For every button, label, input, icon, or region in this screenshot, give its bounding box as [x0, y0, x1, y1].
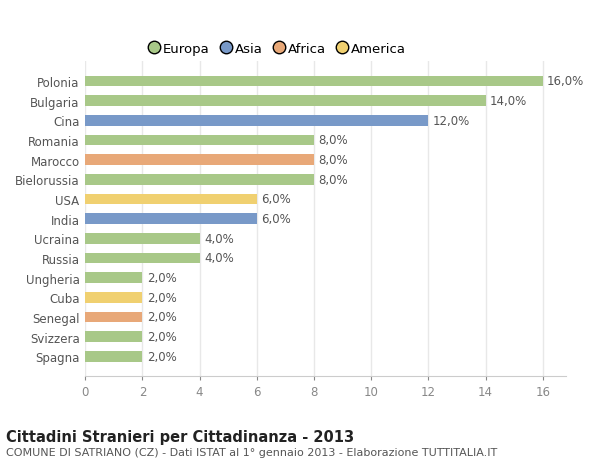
Bar [85, 135, 314, 146]
Text: 14,0%: 14,0% [490, 95, 527, 108]
Text: 16,0%: 16,0% [547, 75, 584, 88]
Bar [85, 292, 142, 303]
Text: 2,0%: 2,0% [146, 311, 176, 324]
Bar [85, 76, 543, 87]
Bar [85, 233, 200, 244]
Bar [85, 214, 257, 224]
Text: 8,0%: 8,0% [319, 154, 348, 167]
Bar [85, 174, 314, 185]
Text: 2,0%: 2,0% [146, 350, 176, 363]
Bar [85, 96, 485, 107]
Text: 8,0%: 8,0% [319, 134, 348, 147]
Bar [85, 155, 314, 166]
Bar [85, 331, 142, 342]
Bar [85, 116, 428, 126]
Text: 2,0%: 2,0% [146, 330, 176, 343]
Text: 2,0%: 2,0% [146, 272, 176, 285]
Text: 8,0%: 8,0% [319, 174, 348, 186]
Text: 2,0%: 2,0% [146, 291, 176, 304]
Bar [85, 194, 257, 205]
Text: Cittadini Stranieri per Cittadinanza - 2013: Cittadini Stranieri per Cittadinanza - 2… [6, 429, 354, 444]
Bar [85, 312, 142, 323]
Text: COMUNE DI SATRIANO (CZ) - Dati ISTAT al 1° gennaio 2013 - Elaborazione TUTTITALI: COMUNE DI SATRIANO (CZ) - Dati ISTAT al … [6, 448, 497, 458]
Legend: Europa, Asia, Africa, America: Europa, Asia, Africa, America [143, 37, 412, 61]
Bar [85, 351, 142, 362]
Text: 6,0%: 6,0% [261, 193, 291, 206]
Bar [85, 273, 142, 283]
Text: 6,0%: 6,0% [261, 213, 291, 226]
Bar [85, 253, 200, 264]
Text: 12,0%: 12,0% [433, 114, 470, 128]
Text: 4,0%: 4,0% [204, 232, 233, 245]
Text: 4,0%: 4,0% [204, 252, 233, 265]
